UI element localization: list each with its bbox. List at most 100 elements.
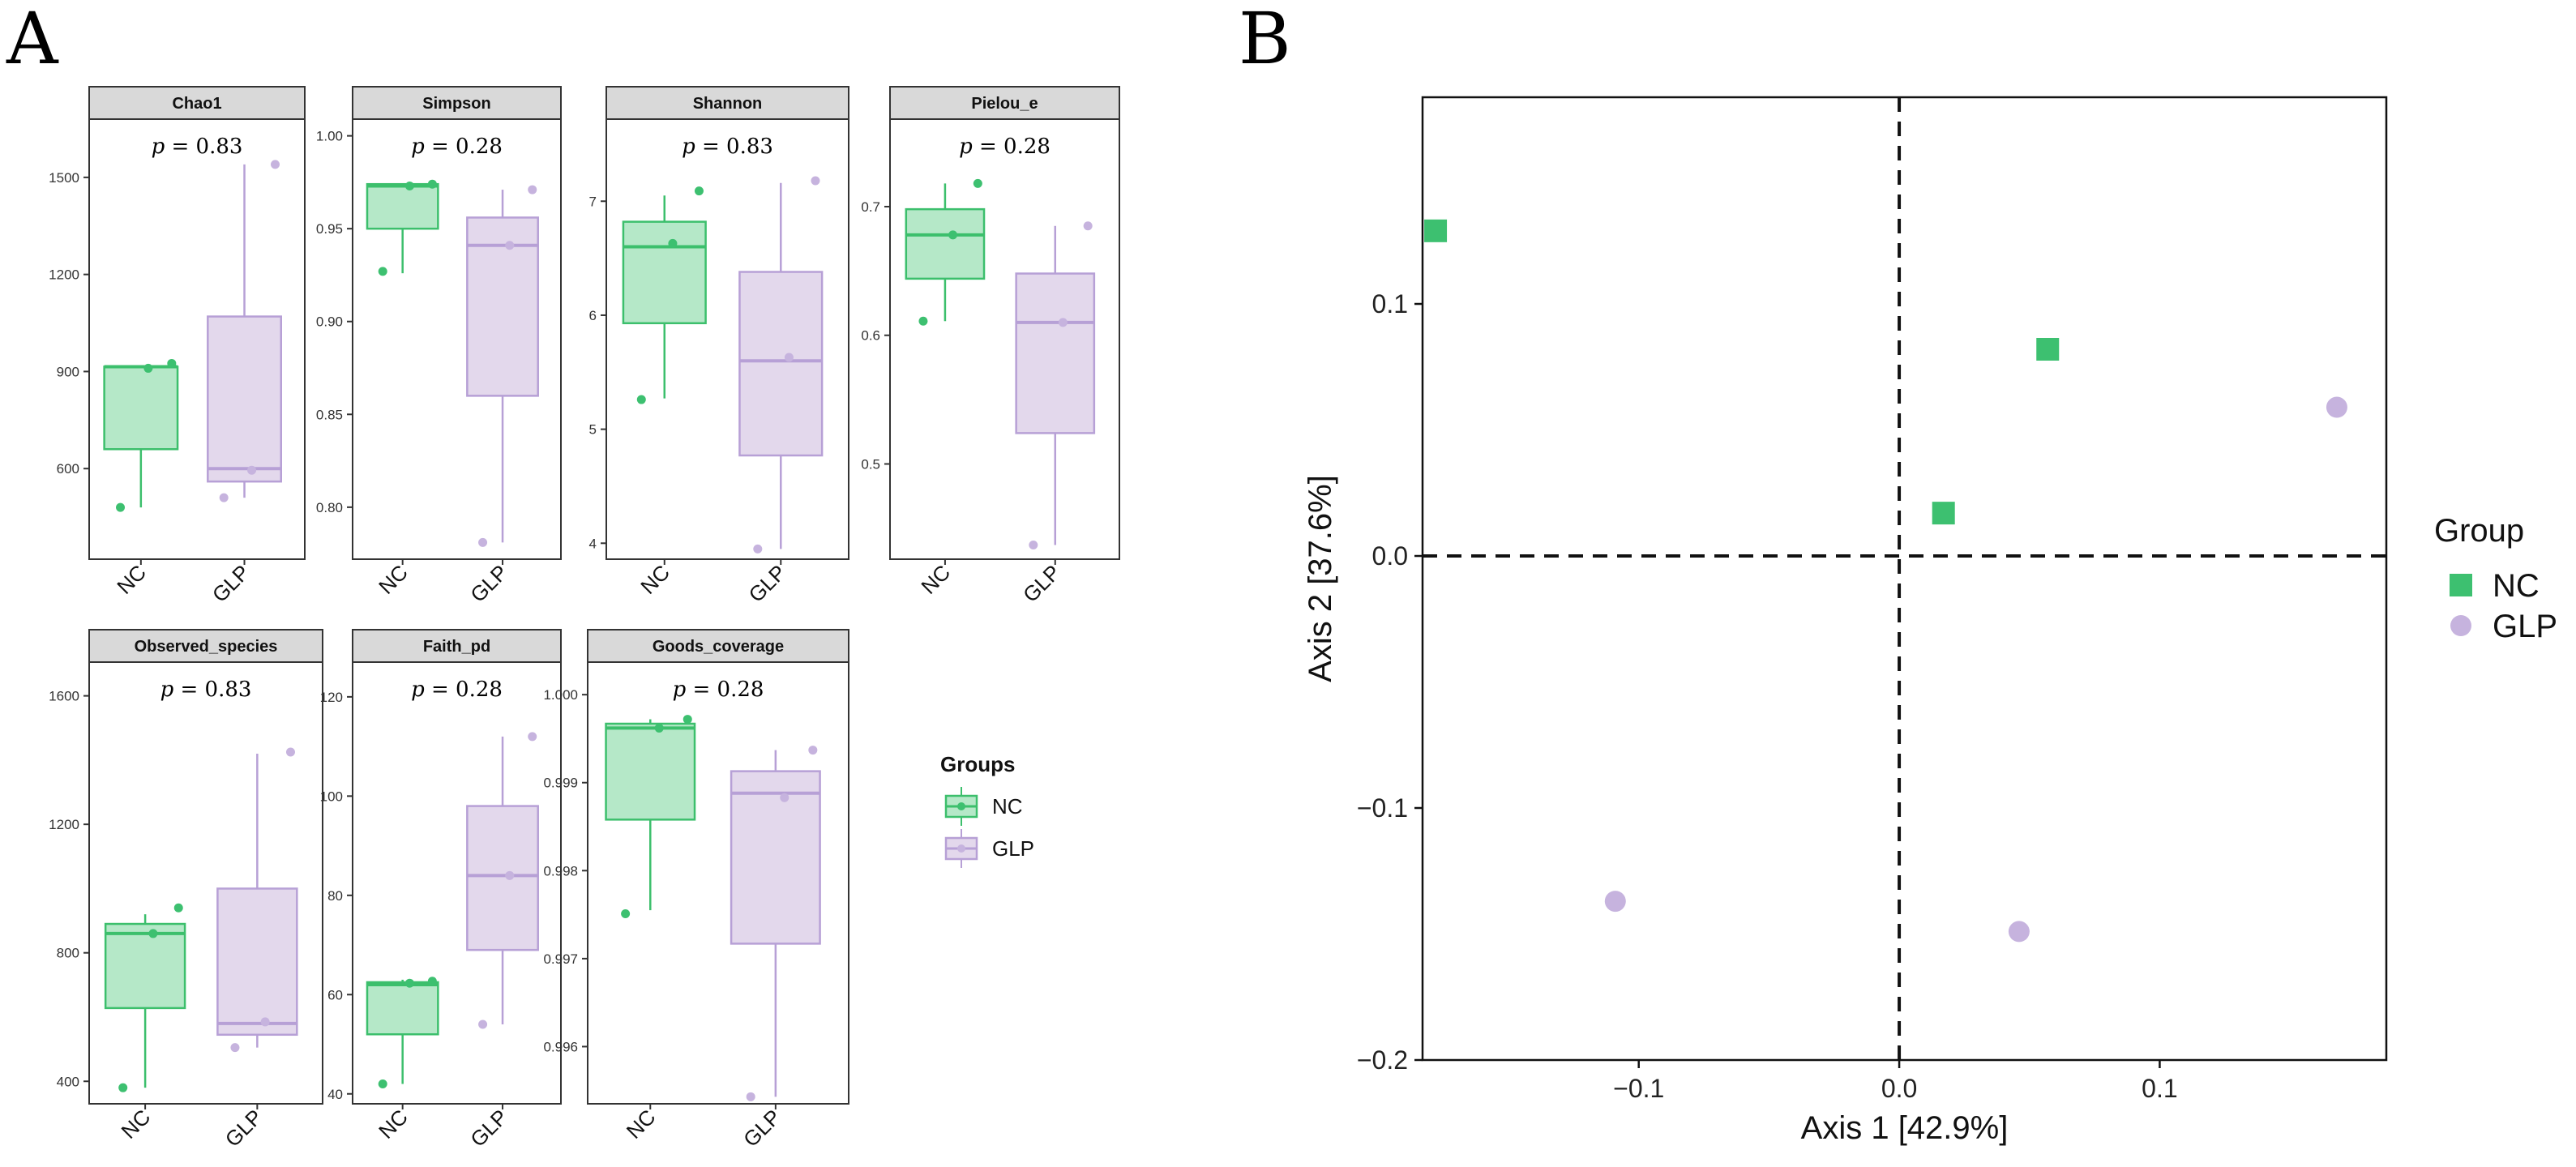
data-point: [636, 395, 646, 404]
x-category-label: NC: [635, 560, 674, 599]
facet-simpson: Simpson p = 0.28 0.80 0.85 0.90 0.95 1.00 NC GLP: [316, 86, 562, 607]
facet-strip: [587, 629, 849, 663]
facet-faith-pd: Faith_pdp = 0.28 40 60 80 100 120 NC GLP: [320, 629, 562, 1152]
x-category-label: GLP: [1018, 560, 1065, 607]
box-nc: [622, 186, 707, 404]
box-glp: [207, 160, 282, 502]
facet-title: Goods_coverage: [653, 638, 784, 656]
y-tick-label: 6: [589, 308, 597, 323]
scatter-panel: [1421, 96, 2388, 1062]
panel-b-label: B: [1239, 0, 1291, 80]
scatter-point-glp: [2008, 921, 2030, 943]
facet-strip: [88, 629, 323, 663]
x-tick-label: −0.1: [1613, 1074, 1664, 1103]
box-iqr: [622, 220, 707, 325]
data-point: [528, 185, 537, 194]
y-tick-label: 900: [57, 364, 79, 379]
scatter-point-nc: [1932, 502, 1955, 525]
x-category-label: GLP: [738, 1105, 785, 1152]
box-glp: [466, 732, 539, 1029]
facet-strip: [88, 86, 306, 120]
facet-panel: [88, 661, 323, 1105]
scatter-point-nc: [1424, 219, 1448, 242]
box-glp: [1015, 221, 1096, 550]
data-point: [1058, 318, 1068, 327]
box-nc: [366, 179, 439, 276]
data-point: [378, 1079, 387, 1089]
data-point: [260, 1017, 270, 1027]
p-value-symbol: p: [673, 678, 687, 702]
data-point: [973, 178, 982, 188]
panel-a-legend: Groups NC GLP: [940, 752, 1034, 868]
x-category-label: NC: [622, 1105, 661, 1143]
data-point: [118, 1083, 128, 1092]
y-tick-label: 1200: [49, 817, 79, 832]
p-value-text: = 0.28: [686, 678, 764, 702]
y-tick-label: 40: [327, 1087, 343, 1102]
facet-title: Chao1: [172, 95, 221, 113]
box-glp: [216, 747, 298, 1053]
facet-strip: [605, 86, 849, 120]
facet-title: Shannon: [693, 95, 763, 113]
data-point: [753, 544, 763, 554]
box-iqr: [466, 805, 539, 951]
box-iqr: [466, 216, 539, 397]
p-value-label: p = 0.83: [682, 135, 773, 159]
box-iqr: [366, 981, 439, 1036]
p-value-symbol: p: [411, 678, 425, 702]
data-point: [654, 723, 664, 733]
p-value-text: = 0.83: [165, 135, 242, 159]
facet-title: Simpson: [422, 95, 490, 113]
legend-title: Groups: [940, 752, 1015, 776]
y-tick-label: 4: [589, 536, 597, 551]
y-tick-label: 1200: [49, 267, 79, 283]
data-point: [621, 908, 631, 918]
x-tick-label: 0.0: [1881, 1074, 1917, 1103]
data-point: [167, 358, 177, 368]
y-tick-label: 0.0: [1372, 541, 1408, 571]
y-tick-label: −0.2: [1357, 1045, 1408, 1075]
y-tick-label: 0.998: [543, 863, 578, 878]
scatter-point-glp: [1604, 891, 1626, 913]
data-point: [404, 181, 414, 190]
y-tick-label: 0.6: [861, 328, 880, 344]
data-point: [528, 732, 537, 742]
x-category-label: GLP: [465, 1105, 512, 1152]
data-point: [808, 746, 818, 755]
box-glp: [738, 176, 824, 554]
y-tick-label: −0.1: [1357, 793, 1408, 823]
p-value-text: = 0.83: [173, 678, 251, 702]
legend-key-point: [957, 844, 965, 853]
data-point: [427, 977, 437, 986]
y-tick-label: 1.00: [316, 129, 343, 144]
scatter-point-nc: [2036, 337, 2060, 361]
data-point: [285, 747, 295, 757]
facet-title: Observed_species: [135, 638, 278, 656]
data-point: [683, 715, 692, 725]
y-tick-label: 0.999: [543, 776, 578, 791]
y-tick-label: 400: [57, 1074, 79, 1089]
p-value-label: p = 0.83: [152, 135, 243, 159]
data-point: [271, 160, 280, 169]
p-value-text: = 0.28: [973, 135, 1051, 159]
x-category-label: NC: [374, 560, 413, 599]
p-value-symbol: p: [959, 135, 973, 159]
p-value-symbol: p: [411, 135, 425, 159]
p-value-text: = 0.83: [695, 135, 773, 159]
p-value-text: = 0.28: [425, 135, 503, 159]
box-iqr: [905, 207, 986, 280]
legend-b-key-glp: [2450, 615, 2471, 636]
x-category-label: NC: [112, 560, 151, 599]
data-point: [948, 230, 958, 240]
box-iqr: [104, 922, 186, 1010]
p-value-label: p = 0.83: [160, 678, 252, 702]
x-category-label: NC: [374, 1105, 413, 1143]
data-point: [148, 929, 158, 938]
y-tick-label: 1500: [49, 170, 79, 186]
box-iqr: [366, 182, 439, 230]
data-point: [404, 978, 414, 988]
p-value-label: p = 0.28: [411, 135, 503, 159]
y-tick-label: 0.996: [543, 1039, 578, 1054]
data-point: [1029, 541, 1038, 550]
x-axis-title: Axis 1 [42.9%]: [1801, 1110, 2009, 1146]
